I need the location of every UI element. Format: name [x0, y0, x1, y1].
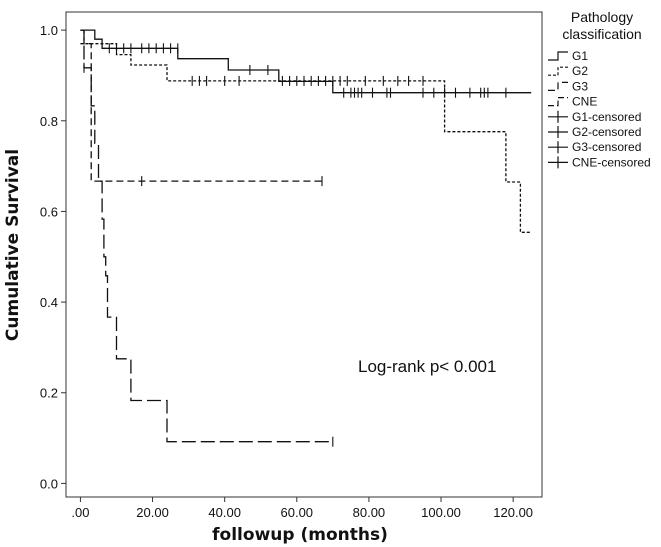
y-axis-ticks: 0.0 0.2 0.4 0.6 0.8 1.0 [40, 23, 66, 491]
legend-swatch [548, 51, 568, 61]
legend-swatch [548, 81, 568, 91]
legend-swatch [548, 110, 568, 123]
y-tick-label: 0.0 [40, 476, 58, 491]
series-line-g1 [80, 29, 532, 94]
legend-swatch [548, 97, 568, 107]
legend-label: G2 [572, 64, 588, 78]
legend-swatch [548, 156, 568, 169]
series-line-g2 [80, 43, 532, 233]
legend-label: CNE [572, 95, 597, 109]
legend-item: CNE [548, 95, 597, 109]
x-tick-label: 100.00 [421, 505, 461, 520]
legend-item: CNE-censored [548, 155, 651, 169]
legend-title-line1: Pathology [571, 9, 633, 25]
x-tick-label: 60.00 [281, 505, 314, 520]
legend-swatch [548, 141, 568, 154]
legend-label: G3 [572, 79, 588, 93]
legend-item: G2-censored [548, 125, 641, 139]
legend-label: G2-censored [572, 125, 641, 139]
series-line-cne [80, 29, 333, 443]
y-tick-label: 1.0 [40, 23, 58, 38]
annotation: Log-rank p< 0.001 [358, 357, 496, 376]
legend-item: G3 [548, 79, 588, 93]
legend-item: G2 [548, 64, 588, 78]
y-tick-label: 0.2 [40, 386, 58, 401]
legend-label: G1 [572, 49, 588, 63]
y-tick-label: 0.6 [40, 204, 58, 219]
x-axis-ticks: .00 20.00 40.00 60.00 80.00 100.00 120.00 [71, 497, 533, 520]
legend-label: G3-censored [572, 140, 641, 154]
series-layer [80, 29, 532, 447]
y-tick-label: 0.4 [40, 295, 58, 310]
y-axis-title: Cumulative Survival [3, 149, 23, 341]
legend-item: G3-censored [548, 140, 641, 154]
plot-frame [65, 11, 543, 498]
x-tick-label: 120.00 [493, 505, 533, 520]
legend-item: G1-censored [548, 110, 641, 124]
legend-swatch [548, 126, 568, 138]
x-tick-label: 40.00 [208, 505, 241, 520]
legend-item: G1 [548, 49, 588, 63]
legend-swatch [548, 66, 568, 76]
legend-label: G1-censored [572, 110, 641, 124]
x-tick-label: 20.00 [136, 505, 169, 520]
x-tick-label: 80.00 [353, 505, 386, 520]
x-tick-label: .00 [71, 505, 89, 520]
y-tick-label: 0.8 [40, 114, 58, 129]
x-axis-title: followup (months) [212, 525, 388, 545]
legend-label: CNE-censored [572, 155, 651, 169]
legend-title-line2: classification [562, 26, 641, 42]
